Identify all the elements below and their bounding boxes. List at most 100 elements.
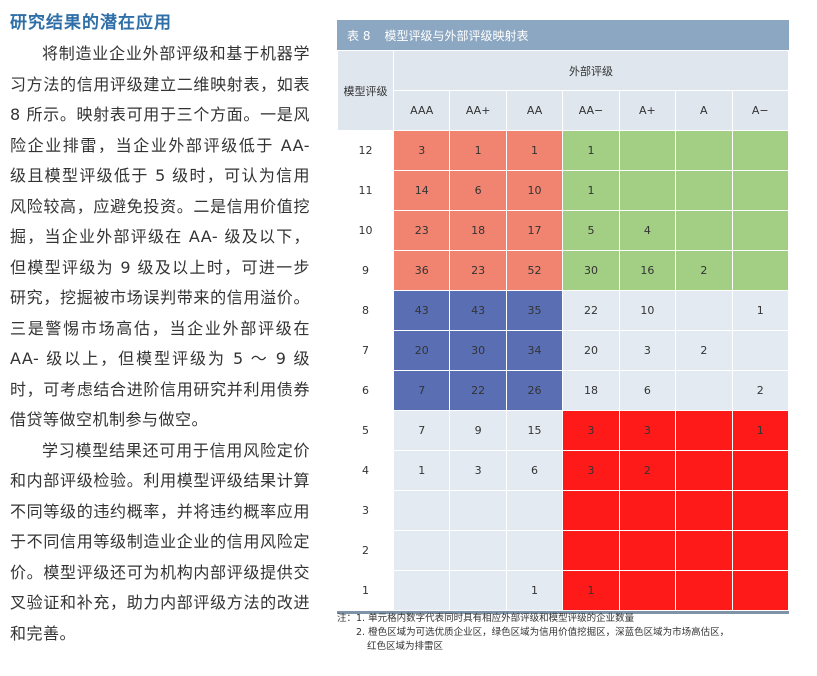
table-cell: 6 bbox=[618, 370, 677, 411]
column-header: AA+ bbox=[449, 90, 507, 131]
table-cell bbox=[505, 490, 564, 531]
table-cell bbox=[618, 570, 677, 611]
table-cell: 1 bbox=[505, 130, 564, 171]
table-cell: 23 bbox=[449, 250, 507, 291]
table-cell: 10 bbox=[505, 170, 564, 211]
table-cell: 30 bbox=[449, 330, 507, 371]
table-cell: 43 bbox=[449, 290, 507, 331]
table-row: 9 36 23 52 30 16 2 bbox=[337, 250, 790, 291]
table-cell bbox=[392, 530, 451, 571]
table-cell: 3 bbox=[562, 450, 620, 491]
table-cell: 1 bbox=[731, 290, 790, 331]
note-1: 注：1. 单元格内数字代表同时具有相应外部评级和模型评级的企业数量 bbox=[337, 613, 635, 624]
table-row: 11 14 6 10 1 bbox=[337, 170, 790, 211]
table-cell: 17 bbox=[505, 210, 564, 251]
table-cell: 1 bbox=[392, 450, 451, 491]
column-header: AA bbox=[505, 90, 564, 131]
table-cell bbox=[731, 170, 790, 211]
section-heading: 研究结果的潜在应用 bbox=[10, 13, 172, 33]
table-cell: 6 bbox=[449, 170, 507, 211]
table-cell: 15 bbox=[505, 410, 564, 451]
paragraph-2: 学习模型结果还可用于信用风险定价和内部评级检验。利用模型评级结果计算不同等级的违… bbox=[10, 440, 310, 643]
table-cell: 5 bbox=[562, 210, 620, 251]
row-label: 4 bbox=[337, 450, 394, 491]
table-cell bbox=[731, 210, 790, 251]
table-row: 10 23 18 17 5 4 bbox=[337, 210, 790, 251]
table-cell bbox=[449, 570, 507, 611]
table-notes: 注：1. 单元格内数字代表同时具有相应外部评级和模型评级的企业数量 2. 橙色区… bbox=[337, 612, 807, 654]
column-header: AAA bbox=[392, 90, 451, 131]
table-cell bbox=[562, 490, 620, 531]
table-cell: 1 bbox=[449, 130, 507, 171]
row-label: 12 bbox=[337, 130, 394, 171]
table-cell: 1 bbox=[562, 130, 620, 171]
table-cell: 10 bbox=[618, 290, 677, 331]
row-label: 1 bbox=[337, 570, 394, 611]
table-cell bbox=[618, 530, 677, 571]
table-cell: 3 bbox=[618, 330, 677, 371]
table-title: 模型评级与外部评级映射表 bbox=[384, 28, 529, 43]
table-row: 12 3 1 1 1 bbox=[337, 130, 790, 171]
table-cell bbox=[731, 570, 790, 611]
table-cell bbox=[675, 530, 733, 571]
table-row: 2 bbox=[337, 530, 790, 571]
column-header-row: AAA AA+ AA AA− A+ A A− bbox=[338, 90, 790, 131]
table-cell bbox=[449, 530, 507, 571]
row-label: 3 bbox=[337, 490, 394, 531]
column-header: A− bbox=[731, 90, 790, 131]
column-header: A+ bbox=[618, 90, 677, 131]
table-cell bbox=[675, 410, 733, 451]
table-cell: 2 bbox=[675, 250, 733, 291]
column-group-header: 外部评级 bbox=[393, 50, 789, 91]
table-cell: 3 bbox=[562, 410, 620, 451]
table-cell: 14 bbox=[392, 170, 451, 211]
table-cell bbox=[675, 370, 733, 411]
table-cell: 22 bbox=[449, 370, 507, 411]
table-cell bbox=[562, 530, 620, 571]
table-cell bbox=[731, 130, 790, 171]
table-cell: 7 bbox=[392, 410, 451, 451]
table-cell: 43 bbox=[392, 290, 451, 331]
table-cell: 22 bbox=[562, 290, 620, 331]
table-cell bbox=[731, 330, 790, 371]
table-cell: 1 bbox=[505, 570, 564, 611]
table-cell bbox=[731, 450, 790, 491]
table-cell bbox=[392, 570, 451, 611]
table-cell: 30 bbox=[562, 250, 620, 291]
table-cell: 16 bbox=[618, 250, 677, 291]
table-cell: 34 bbox=[505, 330, 564, 371]
table-cell: 1 bbox=[562, 170, 620, 211]
table-cell bbox=[449, 490, 507, 531]
table-bottom-rule bbox=[337, 611, 789, 614]
table-cell: 52 bbox=[505, 250, 564, 291]
article-column: 研究结果的潜在应用 将制造业企业外部评级和基于机器学习方法的信用评级建立二维映射… bbox=[10, 8, 310, 649]
table-cell: 4 bbox=[618, 210, 677, 251]
table-cell: 26 bbox=[505, 370, 564, 411]
table-caption: 表 8 模型评级与外部评级映射表 bbox=[337, 20, 789, 50]
table-cell bbox=[505, 530, 564, 571]
table-cell bbox=[618, 130, 677, 171]
table-cell: 35 bbox=[505, 290, 564, 331]
table-cell: 1 bbox=[731, 410, 790, 451]
note-3: 红色区域为排雷区 bbox=[367, 641, 444, 652]
table-cell: 20 bbox=[562, 330, 620, 371]
table-cell: 18 bbox=[562, 370, 620, 411]
table-cell bbox=[731, 250, 790, 291]
table-row: 7 20 30 34 20 3 2 bbox=[337, 330, 790, 371]
row-label: 9 bbox=[337, 250, 394, 291]
table-row: 6 7 22 26 18 6 2 bbox=[337, 370, 790, 411]
table-cell: 3 bbox=[392, 130, 451, 171]
table-cell bbox=[618, 490, 677, 531]
table-number: 表 8 bbox=[347, 28, 371, 43]
row-axis-header: 模型评级 bbox=[337, 50, 394, 131]
table-cell: 3 bbox=[618, 410, 677, 451]
table-cell: 1 bbox=[562, 570, 620, 611]
table-cell bbox=[675, 210, 733, 251]
table-cell bbox=[675, 450, 733, 491]
table-cell: 9 bbox=[449, 410, 507, 451]
table-cell: 2 bbox=[731, 370, 790, 411]
mapping-table-panel: 表 8 模型评级与外部评级映射表 模型评级 外部评级 AAA AA+ AA AA− A+… bbox=[337, 20, 790, 614]
table-cell bbox=[392, 490, 451, 531]
table-cell bbox=[618, 170, 677, 211]
